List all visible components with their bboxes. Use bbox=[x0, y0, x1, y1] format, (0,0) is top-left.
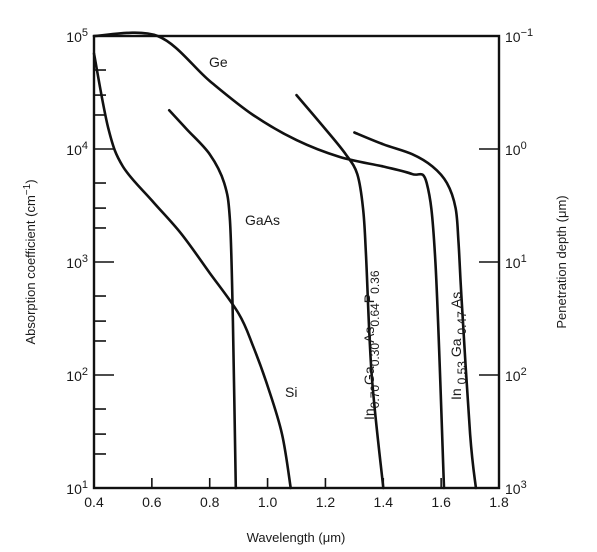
y-axis-title-left: Absorption coefficient (cm−1) bbox=[22, 179, 38, 344]
curve-ingaasp bbox=[295, 93, 385, 490]
y-axis-title-left-main: Absorption coefficient (cm bbox=[23, 195, 38, 344]
curves bbox=[92, 31, 478, 490]
y-tick-label-left: 102 bbox=[66, 366, 88, 384]
y-tick-label-right: 103 bbox=[505, 479, 527, 497]
plot-frame bbox=[92, 34, 501, 490]
x-tick-label: 1.8 bbox=[489, 494, 509, 510]
x-tick-label: 1.6 bbox=[431, 494, 451, 510]
x-axis-title: Wavelength (μm) bbox=[247, 530, 346, 545]
curve-si bbox=[92, 52, 292, 490]
tick-labels: 0.4 0.6 0.8 1.0 1.2 1.4 1.6 1.8 105 104 103 102 101 1… bbox=[66, 27, 533, 510]
y-tick-label-left: 103 bbox=[66, 253, 88, 271]
series-label-si: Si bbox=[285, 384, 297, 400]
y-tick-label-right: 10−1 bbox=[505, 27, 533, 45]
x-tick-label: 1.0 bbox=[258, 494, 278, 510]
y-axis-title-left-sup: −1 bbox=[22, 183, 33, 195]
x-tick-label: 1.2 bbox=[316, 494, 336, 510]
curve-ge bbox=[92, 31, 446, 490]
y-axis-title-left-end: ) bbox=[23, 179, 38, 183]
series-label-gaas: GaAs bbox=[245, 212, 280, 228]
series-label-ge: Ge bbox=[209, 54, 228, 70]
axis-ticks bbox=[93, 35, 500, 489]
x-tick-label: 0.6 bbox=[142, 494, 162, 510]
y-tick-label-left: 104 bbox=[66, 140, 88, 158]
y-tick-label-right: 102 bbox=[505, 366, 527, 384]
x-tick-label: 0.4 bbox=[84, 494, 104, 510]
y-tick-label-right: 101 bbox=[505, 253, 527, 271]
curve-gaas bbox=[167, 109, 238, 490]
series-label-ingaasp: In0.70Ga0.30As0.64P0.36 bbox=[361, 270, 382, 420]
y-axis-title-right: Penetration depth (μm) bbox=[554, 195, 569, 328]
y-tick-label-left: 101 bbox=[66, 479, 88, 497]
series-label-ingaas: In 0.53 Ga 0.47 As bbox=[448, 292, 469, 400]
y-tick-label-left: 105 bbox=[66, 27, 88, 45]
x-tick-label: 1.4 bbox=[374, 494, 394, 510]
y-tick-label-right: 100 bbox=[505, 140, 527, 158]
x-tick-label: 0.8 bbox=[200, 494, 220, 510]
curve-ingaas bbox=[353, 131, 478, 490]
